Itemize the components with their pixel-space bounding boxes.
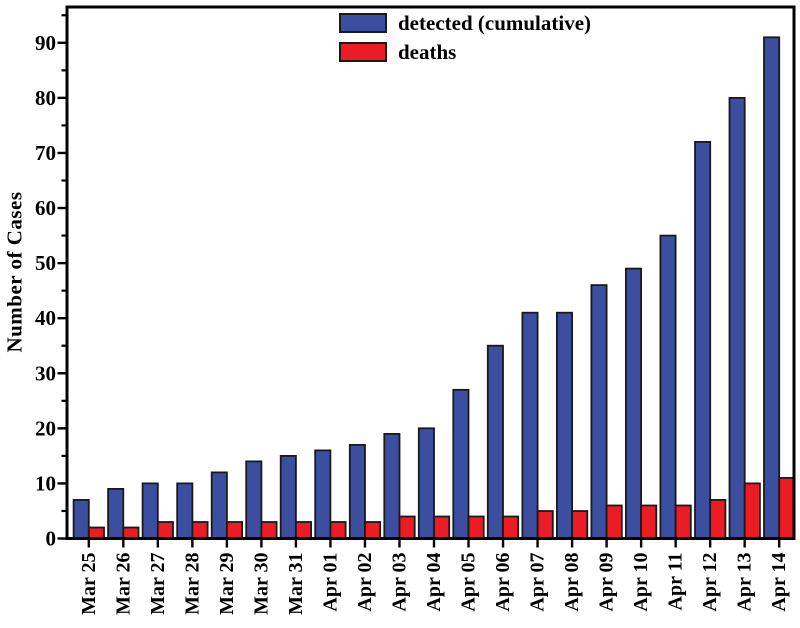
y-tick-label: 10 [35, 471, 56, 495]
bar-detected [141, 482, 159, 540]
bar-deaths [536, 510, 554, 540]
y-tick-label: 30 [35, 361, 56, 385]
bar-detected [107, 487, 125, 540]
y-tick-label: 0 [46, 527, 57, 551]
bar-deaths [122, 526, 140, 540]
x-tick-label: Mar 28 [181, 553, 203, 615]
bar-detected [279, 454, 297, 540]
bar-deaths [225, 521, 243, 540]
bar-deaths [294, 521, 312, 540]
bar-detected [383, 432, 401, 540]
legend-item-detected: detected (cumulative) [339, 11, 592, 35]
x-tick-label: Mar 25 [78, 553, 100, 615]
x-tick-label: Apr 06 [492, 553, 514, 612]
x-tick-label: Apr 09 [596, 553, 618, 612]
x-tick-label: Apr 13 [734, 553, 756, 612]
x-tick-label: Apr 08 [561, 553, 583, 612]
legend-label-deaths: deaths [398, 40, 457, 64]
bar-deaths [571, 510, 589, 540]
bar-deaths [398, 515, 416, 540]
bar-deaths [191, 521, 209, 540]
legend-label-detected: detected (cumulative) [398, 11, 592, 35]
y-tick-label: 60 [35, 196, 56, 220]
bar-deaths [433, 515, 451, 540]
x-tick-label: Apr 05 [458, 553, 480, 612]
y-tick-label: 70 [35, 141, 56, 165]
y-tick-label: 80 [35, 86, 56, 110]
legend-swatch-detected [339, 13, 387, 33]
bar-deaths [709, 498, 727, 540]
bar-deaths [364, 521, 382, 540]
x-tick-label: Mar 27 [147, 553, 169, 615]
bar-detected [314, 449, 332, 540]
legend-swatch-deaths [339, 42, 387, 62]
bar-detected [348, 443, 366, 540]
x-tick-label: Mar 26 [112, 553, 134, 615]
x-tick-label: Apr 10 [630, 553, 652, 612]
bar-detected [245, 460, 263, 540]
x-tick-label: Apr 12 [699, 553, 721, 612]
x-tick-label: Mar 31 [285, 553, 307, 615]
y-tick-label: 40 [35, 306, 56, 330]
x-tick-label: Apr 04 [423, 553, 445, 612]
y-tick-label: 50 [35, 251, 56, 275]
x-tick-label: Apr 01 [319, 553, 341, 612]
bar-deaths [260, 521, 278, 540]
bar-deaths [605, 504, 623, 540]
bar-detected [72, 498, 90, 540]
x-tick-label: Apr 11 [665, 553, 687, 611]
bar-detected [521, 311, 539, 540]
bar-deaths [743, 482, 761, 540]
bar-detected [694, 140, 712, 540]
x-tick-label: Apr 02 [354, 553, 376, 612]
x-tick-label: Apr 07 [527, 553, 549, 612]
bar-deaths [329, 521, 347, 540]
y-tick-label: 90 [35, 31, 56, 55]
legend: detected (cumulative) deaths [339, 13, 591, 71]
bar-deaths [778, 476, 796, 540]
bar-detected [763, 36, 781, 540]
bar-detected [728, 97, 746, 540]
bar-deaths [467, 515, 485, 540]
legend-item-deaths: deaths [339, 40, 591, 64]
bar-detected [486, 344, 504, 540]
bar-detected [556, 311, 574, 540]
plot-frame [65, 5, 796, 540]
bar-detected [210, 471, 228, 540]
bar-detected [176, 482, 194, 540]
bar-detected [590, 284, 608, 540]
bar-deaths [156, 521, 174, 540]
x-tick-label: Apr 14 [768, 553, 790, 612]
y-tick-label: 20 [35, 416, 56, 440]
bar-detected [625, 267, 643, 540]
bar-deaths [640, 504, 658, 540]
bar-deaths [87, 526, 105, 540]
bar-deaths [674, 504, 692, 540]
x-tick-label: Apr 03 [388, 553, 410, 612]
x-tick-label: Mar 29 [216, 553, 238, 615]
bar-detected [452, 388, 470, 540]
bar-detected [659, 234, 677, 540]
y-axis-title: Number of Cases [2, 191, 27, 353]
x-tick-label: Mar 30 [250, 553, 272, 615]
bar-detected [417, 427, 435, 540]
bar-deaths [502, 515, 520, 540]
